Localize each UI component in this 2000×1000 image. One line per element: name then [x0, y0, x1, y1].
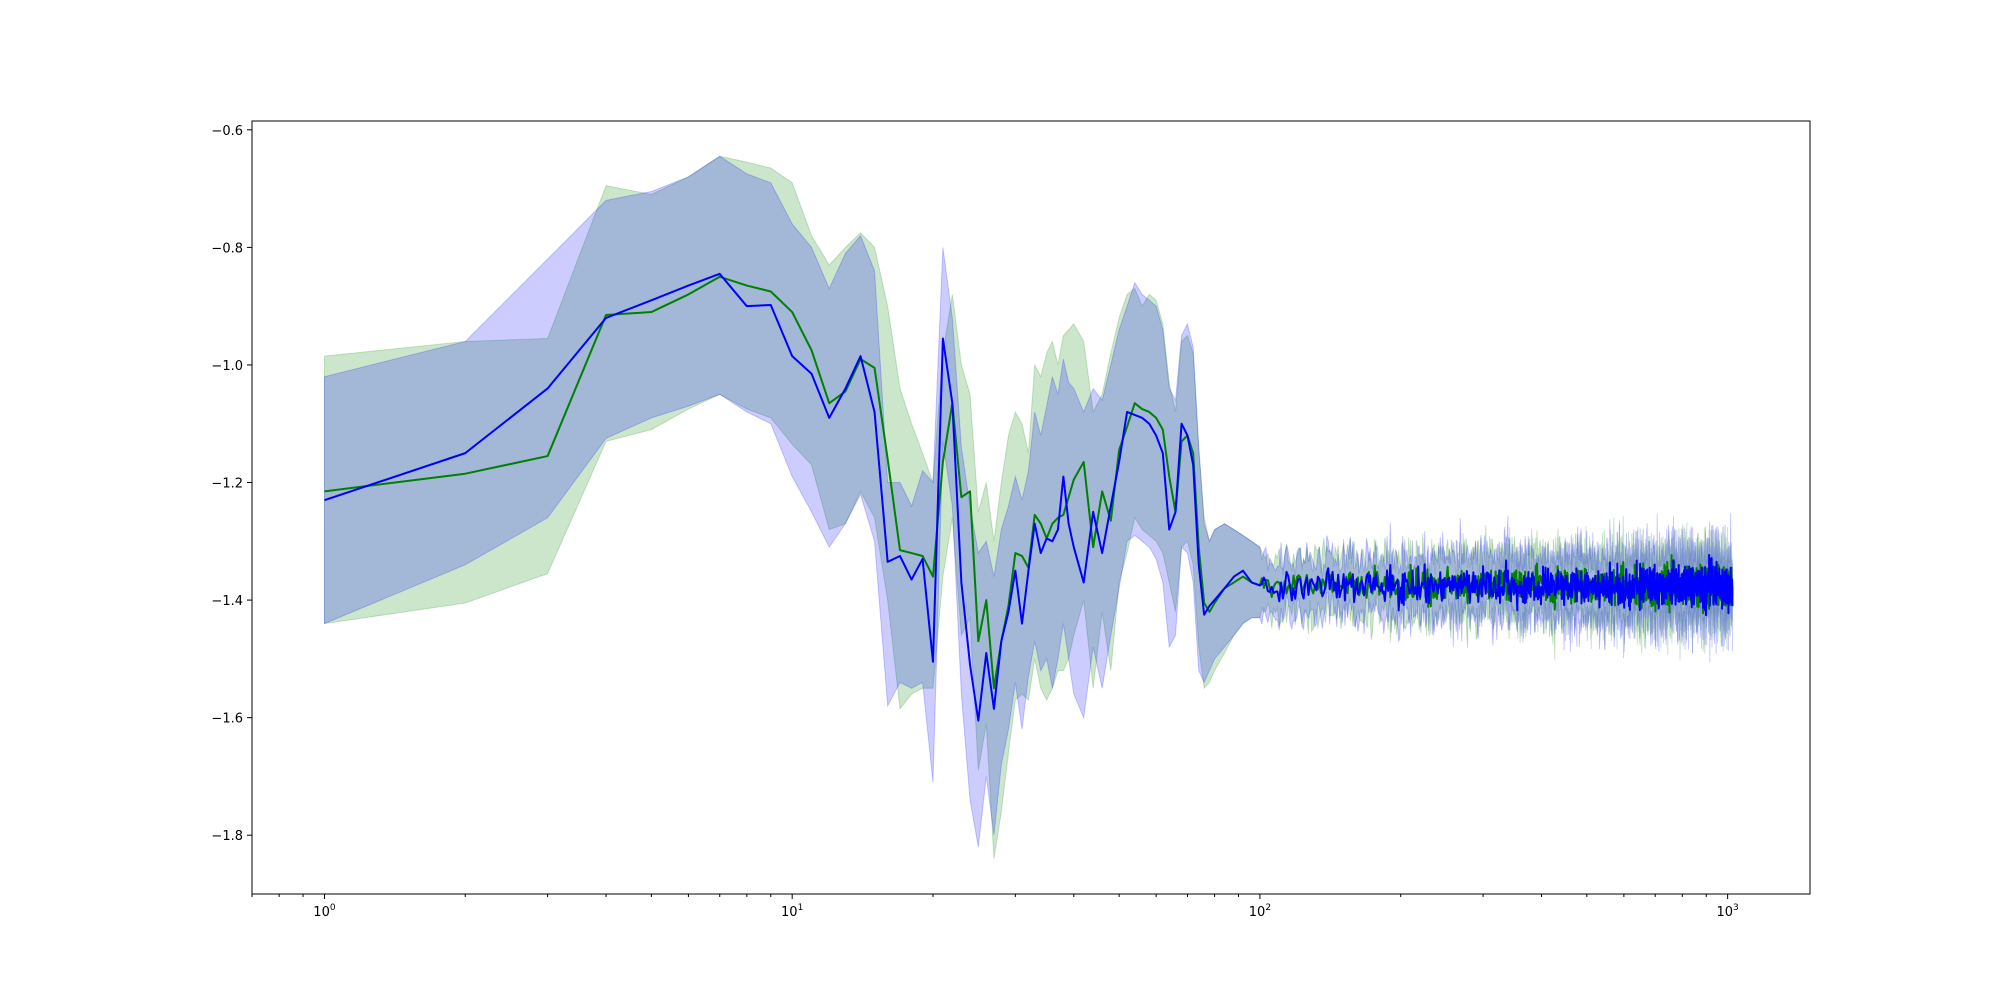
axes-frame: [251, 120, 1811, 895]
series-2-line: [324, 272, 1734, 722]
x-tick-label: 103: [1716, 903, 1738, 920]
y-tick-label: −1.4: [211, 594, 243, 609]
y-tick-label: −1.6: [211, 712, 243, 727]
y-tick-label: −0.6: [211, 124, 243, 139]
y-tick-label: −1.0: [211, 359, 243, 374]
x-axis: 100 101 102 103: [251, 894, 1739, 920]
x-tick-label: 102: [1249, 903, 1271, 920]
y-tick-label: −0.8: [211, 241, 243, 256]
y-axis: −0.6 −0.8 −1.0 −1.2 −1.4 −1.6 −1.8: [211, 124, 252, 844]
x-tick-label: 101: [781, 903, 803, 920]
series-1-band: [323, 155, 1733, 859]
y-tick-label: −1.8: [211, 829, 243, 844]
x-tick-label: 100: [313, 903, 336, 920]
plot-area: [323, 155, 1734, 859]
y-tick-label: −1.2: [211, 477, 243, 492]
series-2-band: [323, 155, 1733, 848]
